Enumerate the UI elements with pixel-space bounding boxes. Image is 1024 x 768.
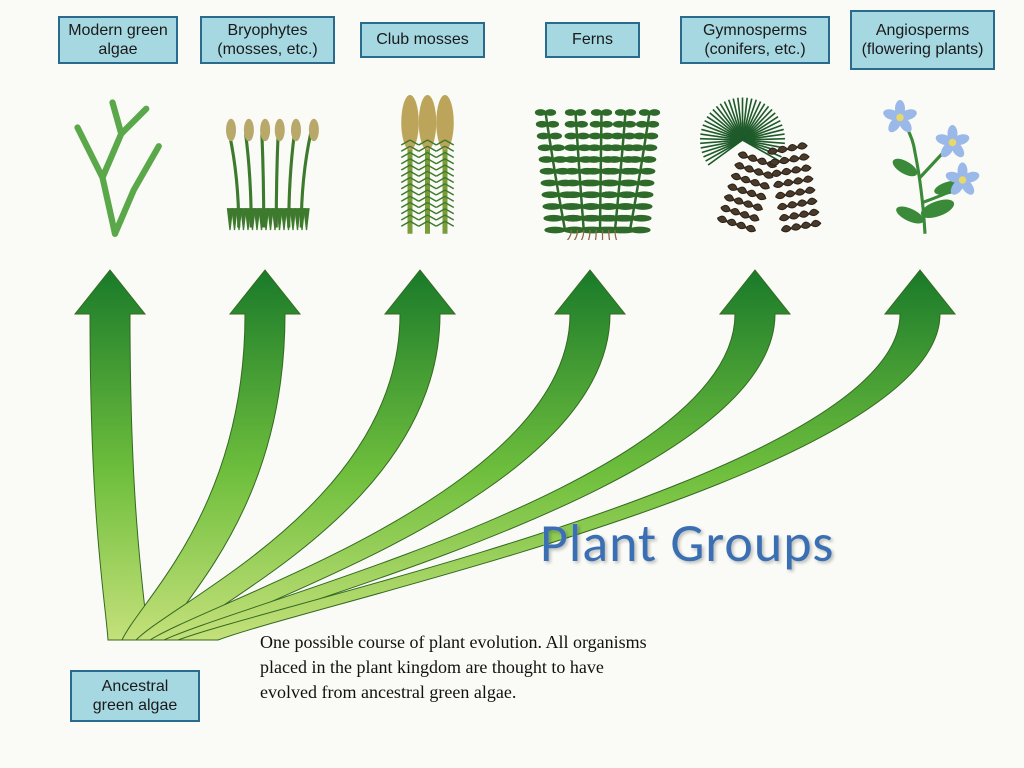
group-label-text: Club mosses [376,30,468,49]
group-label-text: Bryophytes (mosses, etc.) [210,21,325,59]
fern-illustration [510,90,670,240]
algae-illustration-icon [40,90,190,240]
group-label-box: Ferns [545,22,640,58]
group-label-box: Gymnosperms (conifers, etc.) [680,16,830,64]
algae-illustration [40,90,190,240]
evolution-arrow [75,270,148,640]
group-label-box: Club mosses [360,22,485,58]
group-label-text: Angiosperms (flowering plants) [860,21,985,59]
bryophyte-illustration-icon [200,90,340,240]
gymnosperm-illustration-icon [680,90,830,240]
group-label-text: Gymnosperms (conifers, etc.) [690,21,820,59]
angiosperm-illustration-icon [850,90,1000,240]
group-label-text: Ferns [572,30,613,49]
bryophyte-illustration [200,90,340,240]
group-label-box: Bryophytes (mosses, etc.) [200,16,335,64]
group-label-box: Modern green algae [58,16,178,64]
clubmoss-illustration-icon [360,90,490,240]
clubmoss-illustration [360,90,490,240]
ancestral-label-box: Ancestral green algae [70,670,200,722]
angiosperm-illustration [850,90,1000,240]
fern-illustration-icon [510,90,670,240]
gymnosperm-illustration [680,90,830,240]
ancestral-label-text: Ancestral green algae [80,677,190,715]
diagram-title: Plant Groups [540,510,834,576]
caption-text: One possible course of plant evolution. … [260,630,660,706]
diagram-canvas: Modern green algae Bryophytes (mosses, et… [0,0,1024,768]
group-label-box: Angiosperms (flowering plants) [850,10,995,70]
group-label-text: Modern green algae [68,21,168,59]
